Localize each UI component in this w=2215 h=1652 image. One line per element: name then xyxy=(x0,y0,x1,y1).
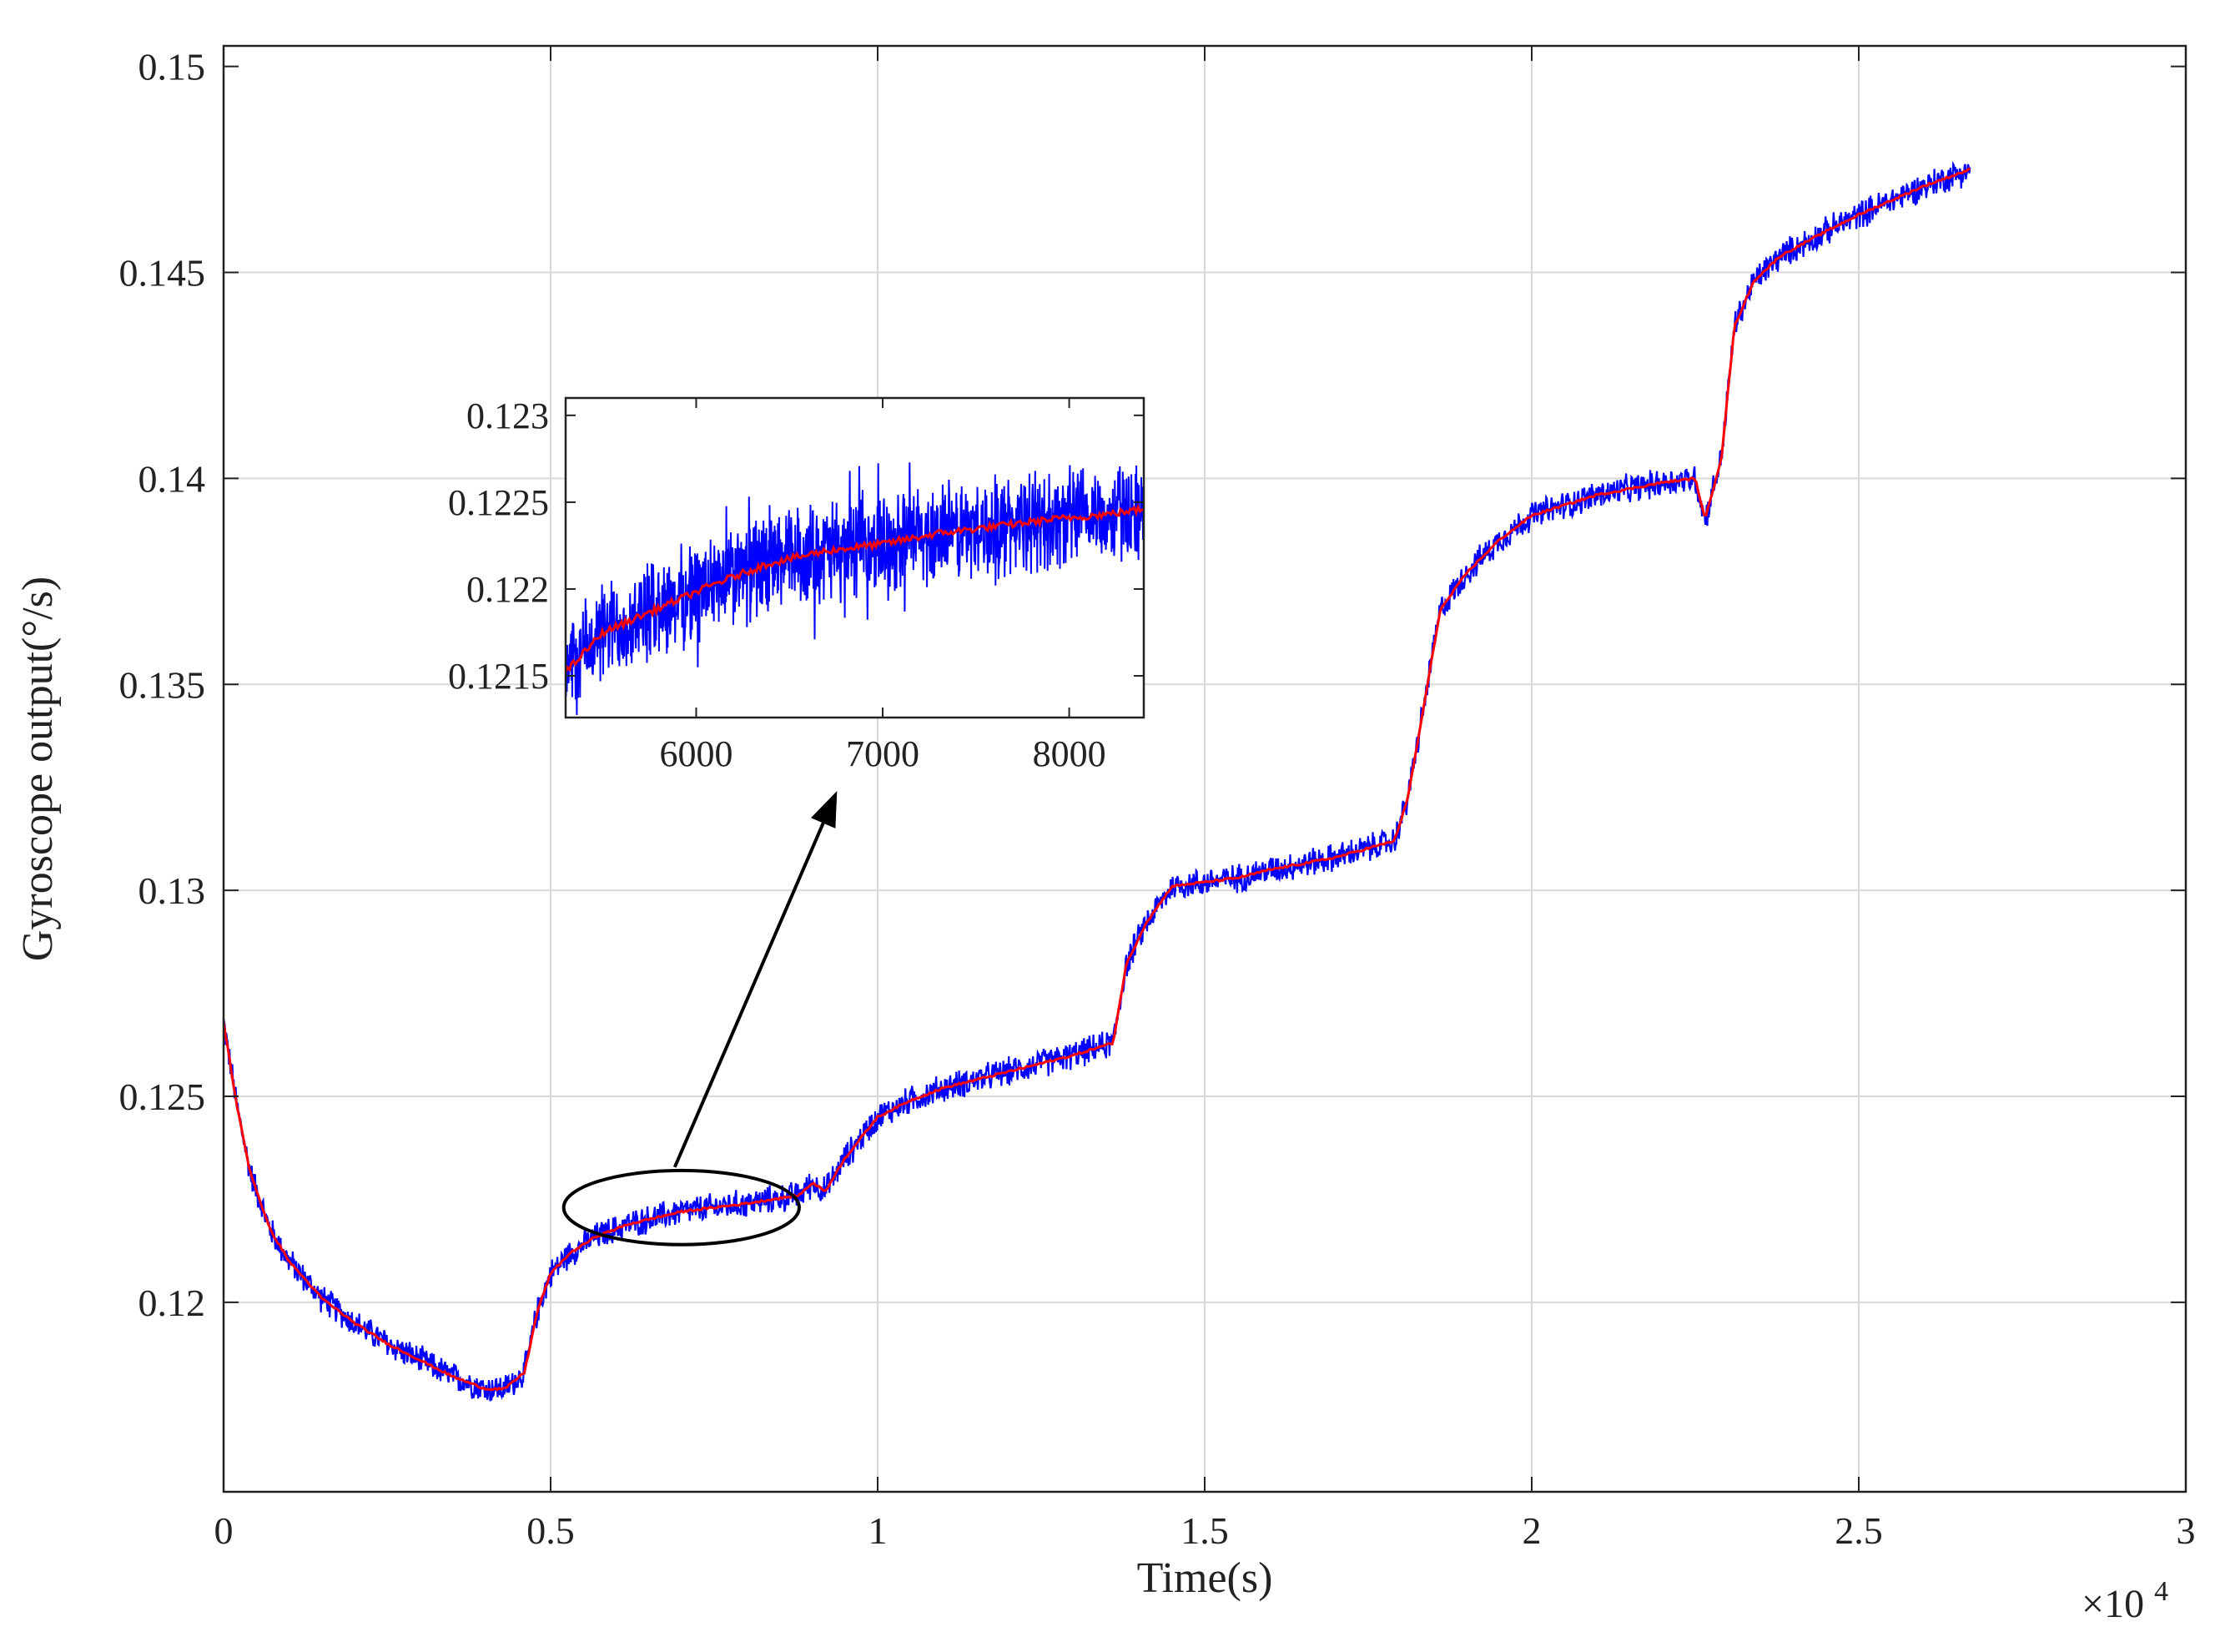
y-axis-label: Gyroscope output(°/s) xyxy=(14,577,62,961)
inset-series-line-filtered xyxy=(566,503,1144,672)
x-axis-multiplier-base: ×10 xyxy=(2082,1582,2144,1626)
inset-axes-frame xyxy=(564,396,1145,719)
y-tick-label: 0.145 xyxy=(119,252,206,295)
inset-y-tick-label: 0.123 xyxy=(466,395,549,436)
inset-y-tick-label: 0.1215 xyxy=(448,656,549,697)
x-tick-label: 2 xyxy=(1523,1509,1542,1552)
x-tick-label: 0 xyxy=(214,1509,234,1552)
y-tick-label: 0.14 xyxy=(138,457,206,500)
y-tick-label: 0.15 xyxy=(138,46,206,88)
inset-x-tick-label: 8000 xyxy=(1033,733,1106,774)
x-tick-label: 0.5 xyxy=(526,1509,575,1552)
inset-tick-group: 6000 7000 8000 0.1215 0.122 0.1225 0.123 xyxy=(448,395,1144,774)
series-line-filtered xyxy=(222,167,1971,1392)
y-tick-label: 0.135 xyxy=(119,663,206,706)
inset-series-line-raw xyxy=(566,462,1144,716)
inset-series-group xyxy=(566,462,1144,716)
inset-x-tick-label: 7000 xyxy=(846,733,919,774)
x-axis-multiplier: ×10 4 xyxy=(2082,1576,2168,1626)
series-line-raw xyxy=(222,160,1971,1402)
zoom-arrow-head xyxy=(810,791,838,829)
main-plot-area: 0 0.5 1 1.5 2 2.5 3 0.12 0.125 0.13 0.135 0.14 0.145… xyxy=(119,44,2196,1552)
inset-y-tick-label: 0.122 xyxy=(466,569,549,610)
y-tick-label: 0.13 xyxy=(138,869,206,912)
main-grid xyxy=(224,46,2186,1492)
x-tick-label: 1.5 xyxy=(1180,1509,1229,1552)
x-axis-label: Time(s) xyxy=(1137,1554,1273,1602)
x-tick-label: 2.5 xyxy=(1835,1509,1883,1552)
zoom-arrow-line xyxy=(672,822,825,1168)
inset-x-tick-label: 6000 xyxy=(659,733,732,774)
inset-y-tick-label: 0.1225 xyxy=(448,482,549,523)
zoom-arrow xyxy=(672,791,838,1168)
highlight-ellipse xyxy=(561,1168,801,1247)
x-tick-label: 1 xyxy=(868,1509,888,1552)
y-tick-label: 0.125 xyxy=(119,1075,206,1118)
inset-plot-area: 6000 7000 8000 0.1215 0.122 0.1225 0.123 xyxy=(448,395,1145,774)
main-tick-group: 0 0.5 1 1.5 2 2.5 3 0.12 0.125 0.13 0.135 0.14 0.145… xyxy=(119,46,2196,1552)
y-tick-label: 0.12 xyxy=(138,1282,206,1324)
main-series-group xyxy=(222,160,1971,1402)
x-axis-multiplier-exponent: 4 xyxy=(2154,1576,2168,1607)
x-tick-label: 3 xyxy=(2177,1509,2196,1552)
